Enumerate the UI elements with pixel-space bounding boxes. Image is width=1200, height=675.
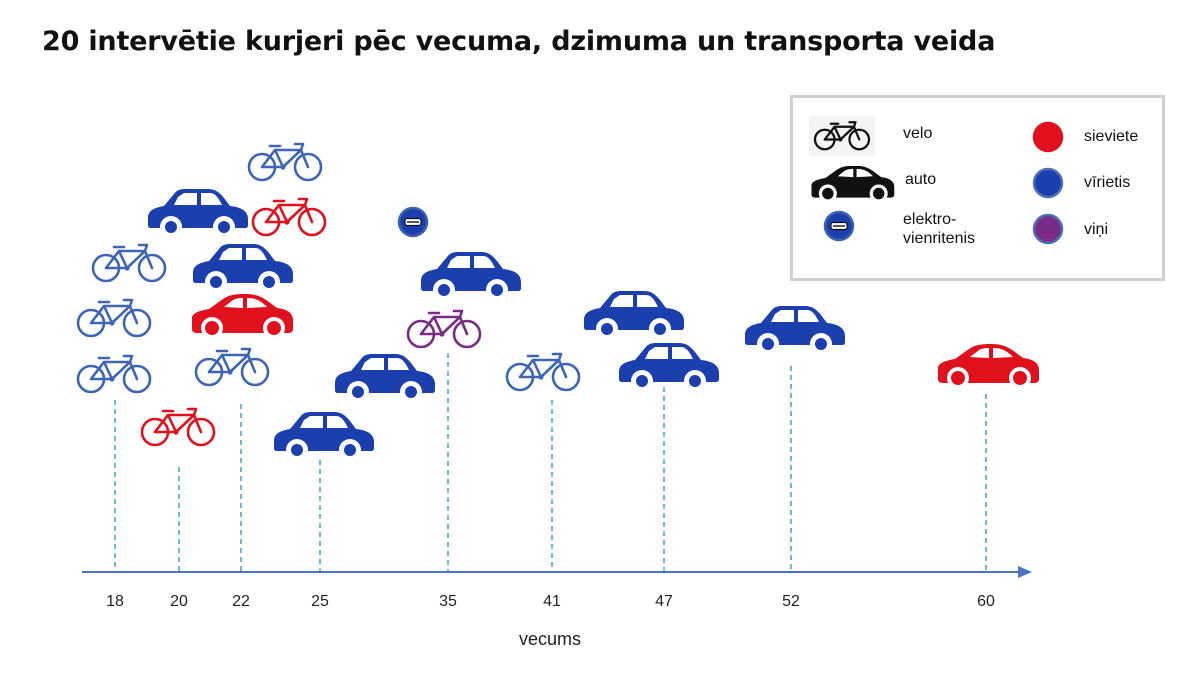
x-axis-arrow — [1018, 566, 1032, 578]
legend-label-vini: viņi — [1084, 221, 1109, 238]
point-unicycle-icon — [397, 206, 429, 238]
x-axis-label: vecums — [519, 629, 581, 649]
legend-label-elektro-vienritenis: elektro- vienritenis — [903, 211, 976, 247]
point-car-icon — [619, 343, 719, 392]
legend-label-velo: velo — [903, 125, 933, 142]
point-bicycle-icon — [76, 298, 152, 338]
legend-bicycle-icon — [809, 116, 875, 156]
point-bicycle-icon — [406, 309, 482, 349]
legend-label-auto: auto — [905, 171, 937, 188]
point-bicycle-icon — [505, 352, 581, 392]
x-tick-label: 22 — [232, 593, 250, 610]
legend-label-sieviete: sieviete — [1084, 128, 1139, 145]
point-bicycle-icon — [91, 243, 167, 283]
x-tick-label: 52 — [782, 593, 800, 610]
legend-dot-vini — [1032, 213, 1064, 245]
point-car-icon — [421, 252, 521, 301]
point-bicycle-icon — [76, 354, 152, 394]
point-car-icon — [193, 244, 293, 293]
point-bicycle-icon — [194, 347, 270, 387]
point-car-icon — [584, 291, 684, 340]
point-bicycle-icon — [140, 407, 216, 447]
legend-dot-sieviete — [1032, 121, 1064, 153]
x-tick-label: 47 — [655, 593, 673, 610]
x-tick-label: 35 — [439, 593, 457, 610]
legend: velo auto elektro- vienritenis sieviete … — [790, 95, 1165, 281]
x-tick-label: 60 — [977, 593, 995, 610]
point-car-icon — [335, 354, 435, 403]
legend-label-virietis: vīrietis — [1084, 174, 1131, 191]
point-car-icon — [148, 189, 248, 238]
point-bicycle-icon — [247, 142, 323, 182]
chart-title: 20 intervētie kurjeri pēc vecuma, dzimum… — [42, 26, 996, 57]
legend-car-icon — [811, 166, 895, 202]
x-tick-label: 41 — [543, 593, 561, 610]
legend-dot-virietis — [1032, 167, 1064, 199]
legend-unicycle-icon — [823, 210, 855, 242]
point-car-icon — [745, 306, 845, 355]
x-tick-label: 25 — [311, 593, 329, 610]
point-car-icon — [192, 294, 293, 339]
point-bicycle-icon — [251, 197, 327, 237]
x-tick-label: 18 — [106, 593, 124, 610]
point-car-icon — [938, 344, 1039, 389]
point-car-icon — [274, 412, 374, 461]
x-tick-label: 20 — [170, 593, 188, 610]
